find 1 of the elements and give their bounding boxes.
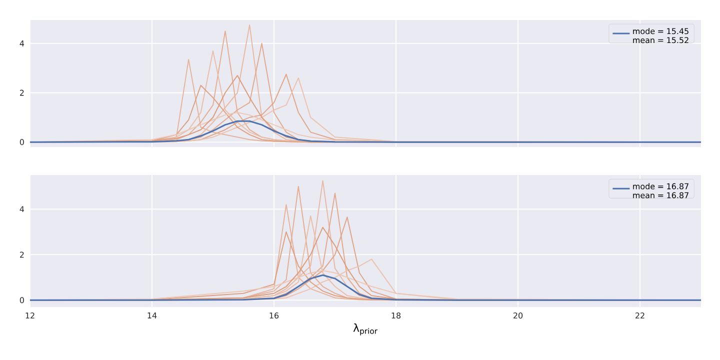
x-axis-title: λ$_{prior}$ (353, 323, 378, 336)
